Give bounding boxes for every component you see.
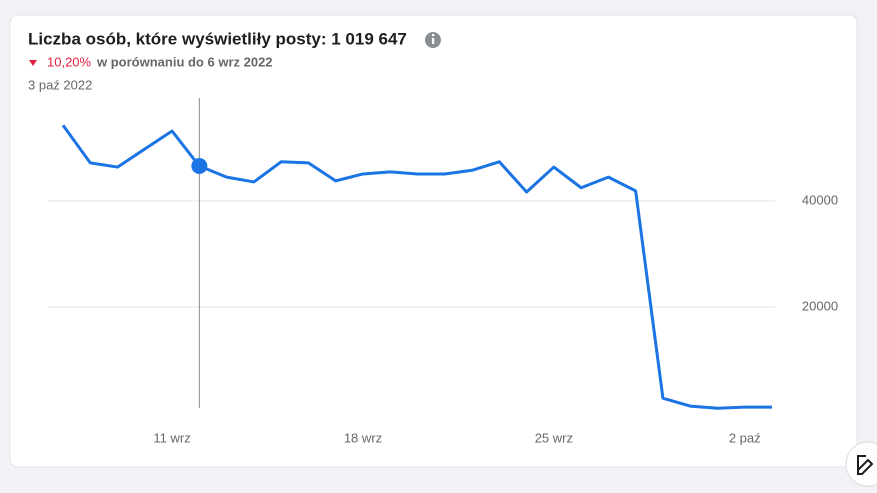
card bbox=[9, 14, 858, 468]
y-tick-label: 40000 bbox=[802, 192, 838, 207]
y-tick-label: 20000 bbox=[802, 298, 838, 313]
line bbox=[61, 124, 772, 410]
info-bar bbox=[432, 38, 435, 44]
hover-dot bbox=[191, 158, 208, 175]
x-tick-label: 25 wrz bbox=[535, 430, 573, 445]
title: Liczba osób, które wyświetliły posty: 1 … bbox=[28, 29, 407, 48]
x-tick-label: 18 wrz bbox=[344, 430, 382, 445]
x-tick-label: 2 paź bbox=[729, 430, 761, 445]
comparison: w porównaniu do 6 wrz 2022 bbox=[96, 54, 273, 69]
change: 10,20% bbox=[47, 54, 92, 69]
edit-circle[interactable] bbox=[845, 441, 877, 487]
info-dot bbox=[431, 33, 435, 37]
plot: 20000 40000 11 wrz 18 wrz 25 wrz 2 paź bbox=[48, 98, 838, 445]
edit-button[interactable] bbox=[845, 441, 877, 487]
date: 3 paź 2022 bbox=[28, 77, 92, 92]
edit-icon bbox=[857, 455, 874, 475]
x-tick-label: 11 wrz bbox=[153, 430, 190, 445]
down-arrow bbox=[29, 60, 37, 66]
info-icon[interactable] bbox=[425, 32, 441, 48]
